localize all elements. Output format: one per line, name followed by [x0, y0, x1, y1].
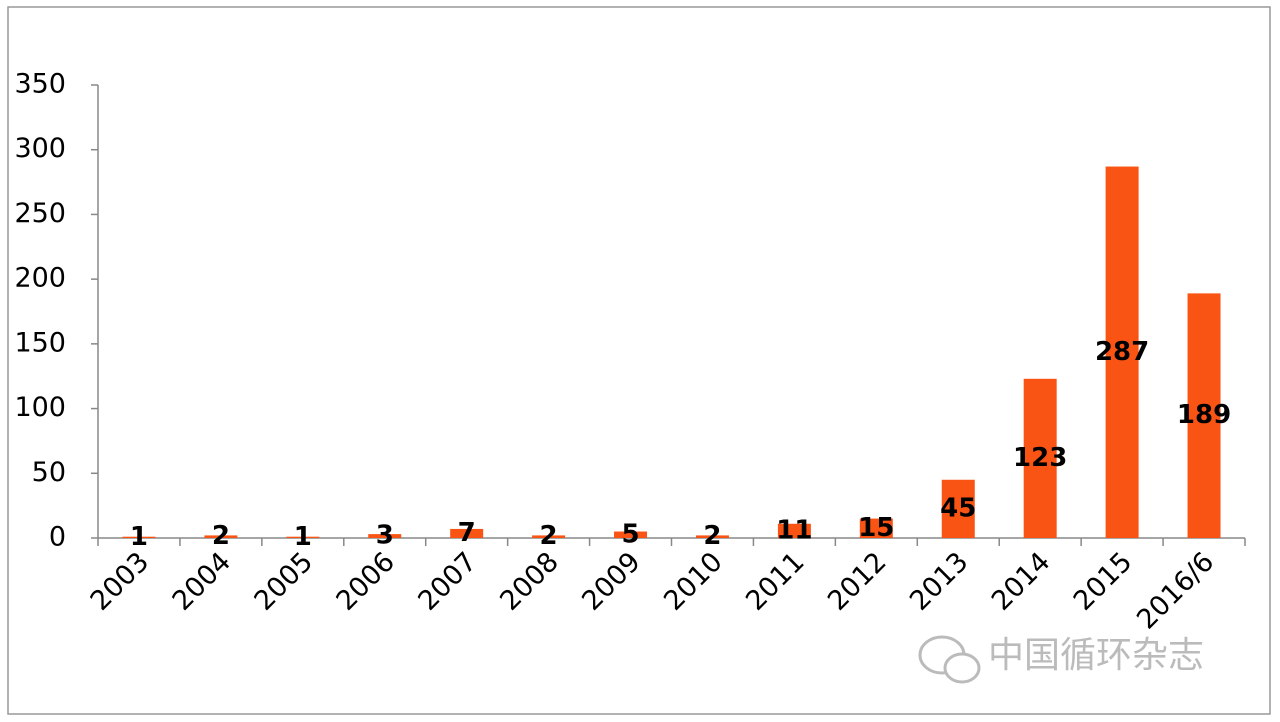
bar: [122, 536, 156, 538]
frame: [7, 6, 1271, 715]
value-label: 2: [540, 521, 558, 551]
watermark-icon: [918, 635, 981, 684]
bar: [368, 534, 402, 538]
value-label: 45: [940, 493, 976, 523]
value-label: 287: [1095, 337, 1149, 367]
value-label: 1: [294, 522, 312, 552]
value-label: 3: [376, 521, 394, 551]
bar: [695, 535, 729, 538]
value-label: 189: [1177, 400, 1231, 430]
watermark: 中国循环杂志: [988, 635, 1204, 676]
bar: [532, 535, 566, 538]
value-label: 7: [458, 518, 476, 548]
bar: [204, 535, 238, 538]
value-label: 11: [776, 515, 812, 545]
bar: [1023, 378, 1057, 538]
bar: [941, 479, 975, 538]
bar: [859, 518, 893, 538]
bar: [777, 523, 811, 538]
y-tick-label: 250: [14, 198, 66, 229]
value-label: 5: [621, 519, 639, 549]
bar: [1105, 166, 1139, 539]
value-label: 2: [212, 521, 230, 551]
value-label: 123: [1013, 443, 1067, 473]
value-label: 15: [858, 513, 894, 543]
y-tick-label: 100: [14, 392, 66, 423]
bar: [1187, 293, 1221, 538]
bar: [614, 531, 648, 538]
value-label: 1: [130, 522, 148, 552]
y-tick-label: 350: [14, 69, 66, 100]
bar: [450, 528, 484, 538]
y-tick-label: 0: [49, 522, 66, 553]
y-tick-label: 300: [14, 133, 66, 164]
y-tick-label: 150: [14, 327, 66, 358]
value-label: 2: [703, 521, 721, 551]
y-tick-label: 200: [14, 263, 66, 294]
bar: [286, 536, 320, 538]
y-tick-label: 50: [32, 457, 66, 488]
